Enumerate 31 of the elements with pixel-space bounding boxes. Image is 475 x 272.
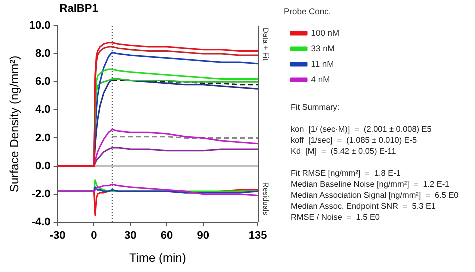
text: Fit RMSE [ng/mm²] = 1.8 E-1 xyxy=(291,168,402,179)
legend-label: 100 nM xyxy=(311,28,340,38)
y-tick-label: 6.0 xyxy=(36,76,51,88)
text: Median Assoc. Endpoint SNR = 5.3 E1 xyxy=(291,201,437,212)
chart-title: RalBP1 xyxy=(60,3,98,15)
x-tick-label: 135 xyxy=(248,230,268,242)
text: koff [1/sec] = (1.085 ± 0.010) E-5 xyxy=(291,135,418,146)
legend-label: 11 nM xyxy=(311,58,334,69)
text: Median Baseline Noise [ng/mm²] = 1.2 E-1 xyxy=(291,179,451,190)
x-axis-title: Time (min) xyxy=(129,251,186,266)
y-tick-label: 8.0 xyxy=(36,48,51,60)
x-tick-label: 0 xyxy=(91,230,98,242)
text: Kd [M] = (5.42 ± 0.05) E-11 xyxy=(291,146,398,157)
x-tick-label: -30 xyxy=(50,230,66,242)
legend-title: Probe Conc. xyxy=(284,6,332,17)
y-tick-label: 0.0 xyxy=(36,160,51,172)
y-tick-label: 10.0 xyxy=(29,20,51,32)
x-tick-label: 30 xyxy=(124,230,137,242)
x-tick-label: 60 xyxy=(160,230,174,242)
text: Fit Summary: xyxy=(291,102,341,113)
text: RMSE / Noise = 1.5 E0 xyxy=(291,212,381,223)
y-tick-label: 4.0 xyxy=(36,104,51,116)
y-tick-label: -4.0 xyxy=(32,216,51,228)
x-tick-label: 90 xyxy=(197,230,210,242)
y-tick-label: 2.0 xyxy=(36,132,51,144)
legend-label: 4 nM xyxy=(311,74,330,84)
y-axis-title: Surface Density (ng/mm²) xyxy=(8,56,22,193)
text: kon [1/ (sec·M)] = (2.001 ± 0.008) E5 xyxy=(291,124,433,135)
y-tick-label: -2.0 xyxy=(32,188,51,200)
legend-label: 33 nM xyxy=(311,43,335,54)
text: Median Association Signal [ng/mm²] = 6.5 E0 xyxy=(291,190,459,201)
